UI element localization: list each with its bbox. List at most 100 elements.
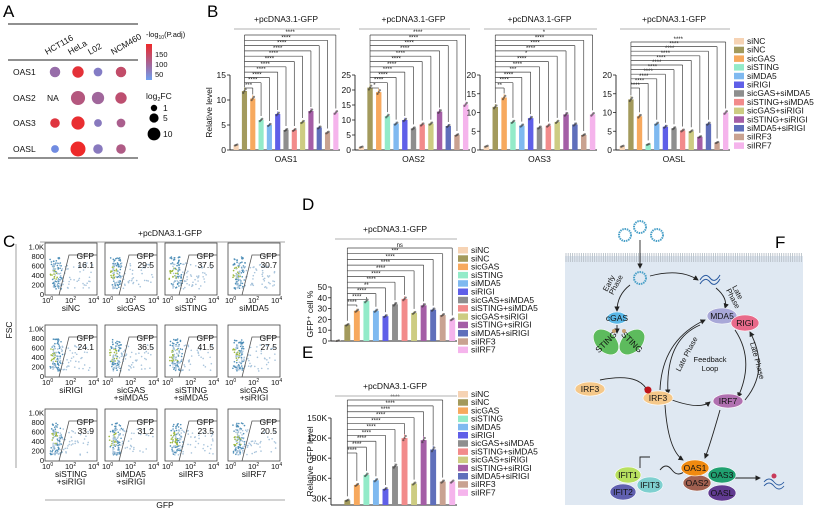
event-dot [115,454,118,456]
plot-label: +siMDA5 [174,393,209,403]
data-point [448,123,451,127]
event-dot [243,445,246,447]
legend-swatch [734,81,744,88]
event-dot [238,285,240,287]
event-dot [53,366,55,369]
event-dot [85,435,87,438]
colorbar-tick: 100 [155,60,168,69]
data-point [414,310,417,314]
event-dot [242,367,244,370]
ifit1-node: IFIT1 [614,466,642,484]
event-dot [118,449,120,451]
event-dot [114,425,116,428]
event-dot [241,429,244,432]
x-tick-label: 104 [208,378,219,387]
significance-label: **** [252,72,262,78]
legend-entry-siNC: siNC [747,36,765,46]
event-dot [59,272,62,275]
event-dot [175,277,177,279]
event-dot [55,272,58,275]
gate [241,336,280,378]
event-dot [236,366,239,368]
event-dot [242,345,244,348]
event-dot [243,266,245,268]
legend-entry-siRIGI: siRIGI [471,287,495,297]
event-dot [240,358,243,360]
event-dot [116,340,118,343]
data-point [423,303,426,306]
event-dot [178,437,181,440]
event-dot [50,261,53,263]
event-dot [177,270,179,273]
event-dot [145,358,147,361]
event-dot [172,356,175,359]
promoter-icon [639,456,687,475]
y-tick-label: 20 [318,314,328,324]
event-dot [67,268,69,270]
data-point [665,124,668,127]
bar-siSTING [363,474,370,505]
x-tick-label: 102 [185,296,196,305]
event-dot [238,435,241,437]
significance-label: * [373,83,376,89]
event-dot [61,346,64,349]
event-dot [57,282,60,285]
event-dot [49,258,51,261]
event-dot [109,349,111,351]
event-dot [114,430,116,432]
event-dot [260,450,262,452]
event-dot [145,448,148,450]
event-dot [70,444,73,446]
event-dot [86,351,88,354]
event-dot [114,349,117,351]
event-dot [249,443,252,446]
event-dot [111,341,114,343]
bar-siIRF7 [462,104,469,150]
event-dot [53,273,55,275]
event-dot [130,445,133,448]
gate-percentage: 20.5 [260,426,277,436]
event-dot [202,276,204,278]
data-point [377,91,380,94]
event-dot [235,436,237,439]
event-dot [236,277,238,279]
event-dot [78,264,80,267]
event-dot [54,342,56,345]
dot-OAS2-HeLa [70,90,86,106]
event-dot [60,269,63,272]
bar-siNC [367,87,373,150]
event-dot [51,358,53,361]
significance-label: **** [409,35,419,41]
gate [58,336,97,378]
bar-sicGAS [353,484,360,505]
event-dot [58,282,61,285]
bar-siIRF7 [333,112,339,150]
data-point [337,339,341,342]
event-dot [236,422,238,425]
event-dot [175,345,177,348]
event-dot [253,266,255,268]
event-dot [243,358,245,361]
arrow [664,404,684,461]
event-dot [197,442,200,445]
event-dot [91,264,94,266]
event-dot [119,433,121,436]
event-dot [117,361,120,364]
event-dot [239,428,241,431]
event-dot [204,366,207,368]
event-dot [233,263,235,266]
event-dot [120,282,122,284]
event-dot [198,437,200,440]
y-tick-label: 10 [467,108,477,118]
event-dot [175,272,177,275]
gate [118,254,157,296]
bar-siSTING+siRIGI [563,114,569,150]
event-dot [190,355,193,357]
bar-siMDA5 [519,125,525,150]
event-dot [83,364,86,366]
event-dot [172,364,174,366]
event-dot [243,356,246,359]
event-dot [172,265,174,268]
event-dot [176,423,179,426]
legend-entry-siSTING: siSTING [747,62,779,72]
